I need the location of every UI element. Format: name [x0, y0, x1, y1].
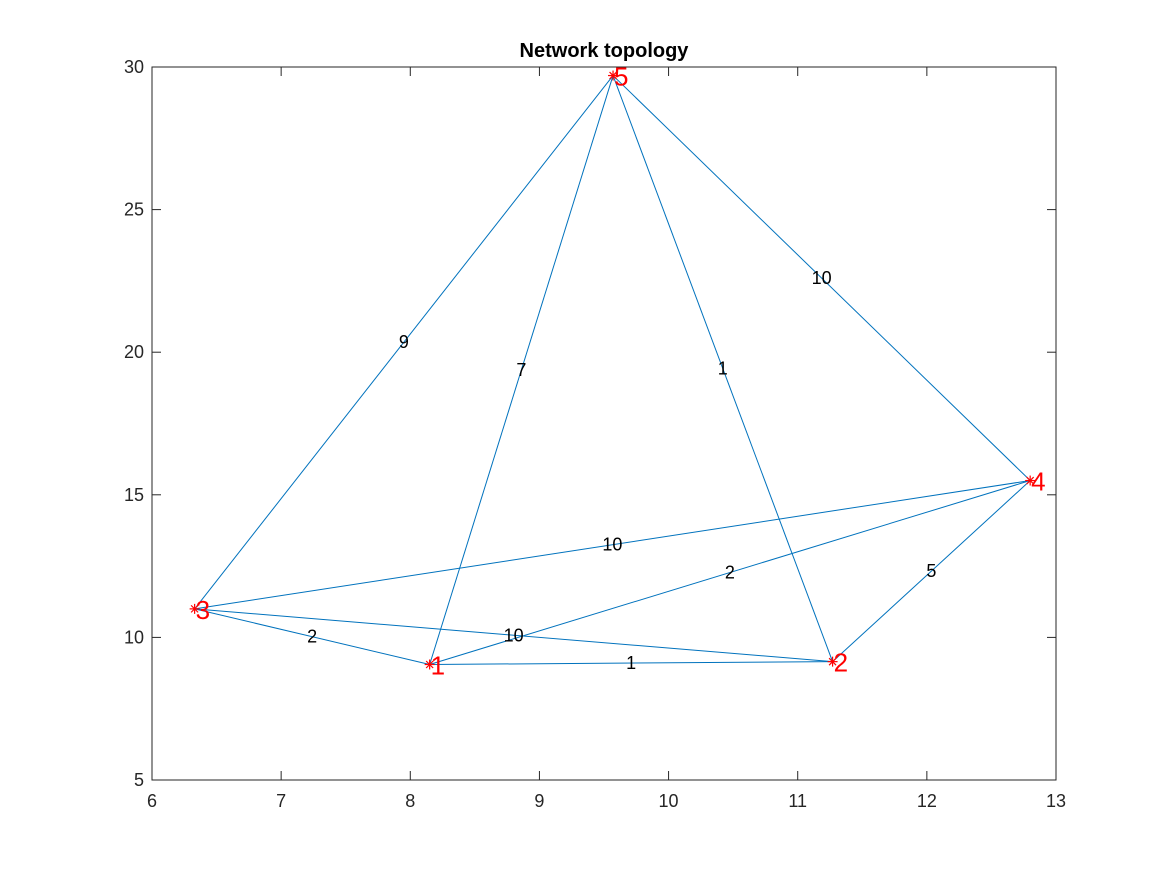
edge-1-5	[429, 75, 614, 665]
node-label: 1	[431, 650, 445, 680]
node-label: 3	[196, 595, 210, 625]
axes-box	[151, 66, 1057, 781]
chart-title: Network topology	[520, 40, 690, 62]
y-tick-label: 30	[124, 57, 144, 77]
edge-3-4	[194, 480, 1031, 610]
node-3: 3	[189, 595, 210, 625]
x-tick-label: 11	[788, 791, 807, 811]
x-tick-label: 10	[659, 791, 679, 811]
edge-weight-label: 5	[926, 561, 936, 581]
node-5: 5	[608, 62, 629, 92]
node-marker-stroke	[609, 71, 617, 80]
x-tick-label: 7	[276, 791, 286, 811]
node-marker-stroke	[1026, 476, 1035, 485]
node-label: 2	[834, 648, 848, 678]
x-tick-label: 9	[534, 791, 544, 811]
y-tick-label: 25	[124, 200, 144, 220]
edge-weight-label: 2	[725, 563, 735, 583]
edge-weight-label: 10	[504, 625, 524, 645]
edge-weight-label: 7	[516, 360, 526, 380]
edge-4-5	[612, 75, 1031, 481]
y-tick-label: 5	[134, 770, 144, 790]
node-label: 4	[1031, 467, 1045, 497]
edge-weight-label: 1	[718, 359, 728, 379]
edge-3-1	[194, 608, 430, 665]
edge-weight-label: 2	[307, 627, 317, 647]
x-tick-label: 13	[1046, 791, 1066, 811]
edge-2-4	[832, 480, 1031, 663]
nodes-layer: 1 2 3 4 5	[189, 62, 1046, 680]
y-tick-label: 10	[124, 627, 144, 647]
node-4: 4	[1025, 467, 1046, 497]
edge-labels-layer: 9 7 1 10 10 2 5 2 10 1	[307, 268, 936, 673]
edge-3-2	[194, 608, 833, 663]
edge-1-2	[429, 661, 833, 665]
node-2: 2	[827, 648, 848, 678]
x-tick-label: 12	[917, 791, 937, 811]
edge-1-4	[429, 480, 1031, 665]
edge-weight-label: 1	[626, 653, 636, 673]
x-tick-label: 8	[405, 791, 415, 811]
edge-weight-label: 9	[399, 332, 409, 352]
x-tick-label: 6	[147, 791, 157, 811]
node-marker-stroke	[190, 604, 199, 613]
edge-weight-label: 10	[602, 535, 622, 555]
node-1: 1	[424, 650, 445, 680]
node-label: 5	[614, 62, 628, 92]
node-marker-stroke	[828, 657, 837, 666]
node-marker-stroke	[425, 660, 434, 669]
edges-layer	[194, 75, 1031, 665]
y-tick-label: 15	[124, 485, 144, 505]
plot-area	[152, 67, 1056, 780]
edge-2-5	[612, 75, 834, 662]
edge-3-5	[194, 75, 614, 610]
edge-weight-label: 10	[812, 268, 832, 288]
y-tick-label: 20	[124, 342, 144, 362]
